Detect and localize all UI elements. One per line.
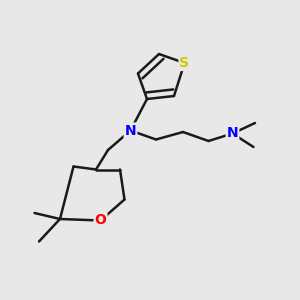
Text: O: O	[94, 214, 106, 227]
Text: N: N	[227, 127, 238, 140]
Text: S: S	[179, 56, 190, 70]
Text: N: N	[125, 124, 136, 137]
